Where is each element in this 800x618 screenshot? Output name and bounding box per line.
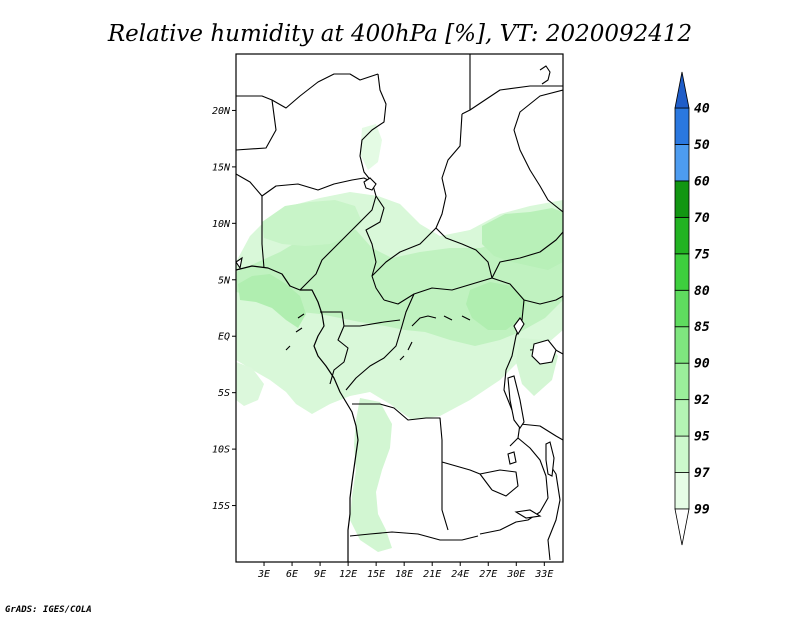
colorbar-label: 90 [694,357,710,372]
coastline-west-africa [236,265,359,562]
colorbar-swatch [674,107,690,145]
rivers [285,313,471,361]
lon-tick-label: 33E [534,569,553,580]
colorbar-label: 97 [694,466,710,481]
figure-title: Relative humidity at 400hPa [%], VT: 202… [107,21,692,47]
colorbar-swatch [674,253,690,291]
humidity-tongue-south [350,398,392,552]
humidity-patch-west [238,274,306,328]
border-mali-niger [236,99,277,151]
map-frame [235,53,564,563]
lake-albert [513,317,525,336]
lat-tick-label: EQ [218,332,230,343]
credit-label: GrADS: IGES/COLA [5,605,92,615]
colorbar-max-arrow [674,71,690,109]
colorbar-swatch [674,289,690,328]
colorbar-swatch [674,362,690,401]
lat-tick-label: 10S [212,445,230,456]
colorbar-label: 75 [694,247,710,262]
border-sudan-egypt [469,85,563,111]
colorbar-min-arrow [674,508,690,546]
lat-tick-label: 15S [212,501,230,512]
humidity-patch-sahara [360,124,382,170]
lat-tick-label: 20N [212,106,231,117]
border-benin-nigeria [261,196,265,269]
colorbar-label: 80 [694,284,710,299]
colorbar: 40 50 60 70 75 80 85 90 92 95 97 99 [674,71,710,546]
border-mozambique [547,461,561,561]
border-congo-drc [345,293,415,391]
border-nigeria-cameroon [299,181,377,291]
river-ubangi [285,313,305,351]
country-borders [236,54,563,562]
colorbar-label: 40 [694,102,710,117]
colorbar-label: 60 [694,174,710,189]
lake-chad [363,177,377,191]
river-congo [399,315,471,361]
latitude-axis: 20N 15N 10N 5N EQ 5S 10S 15S [212,106,236,512]
colorbar-label: 95 [694,430,710,445]
border-chad-sudan [435,113,493,279]
lon-tick-label: 21E [423,569,441,580]
map-panel: 20N 15N 10N 5N EQ 5S 10S 15S 3E 6E 9E 12E 15E 18E 21E… [212,53,564,580]
lake-malawi [545,441,555,477]
border-red-sea-coast [539,65,551,85]
lon-tick-label: 6E [286,569,298,580]
lon-tick-label: 15E [367,569,385,580]
border-drc-angola [352,403,493,491]
lon-tick-label: 24E [451,569,469,580]
lon-tick-label: 12E [339,569,357,580]
lon-tick-label: 9E [314,569,326,580]
border-angola-zambia [441,462,449,531]
longitude-axis: 3E 6E 9E 12E 15E 18E 21E 24E 27E 30E 33E [257,562,553,580]
lon-tick-label: 3E [257,569,270,580]
border-libya-chad [359,73,387,183]
border-algeria-niger [236,73,379,109]
lat-tick-label: 5S [218,388,230,399]
colorbar-swatch [674,399,690,437]
lakes [236,177,557,519]
humidity-patch-east [466,282,526,330]
colorbar-swatch [674,180,690,218]
border-cameroon-gabon [320,311,401,327]
lat-tick-label: 15N [212,162,231,173]
lat-tick-label: 5N [218,275,231,286]
colorbar-label: 99 [694,503,710,518]
colorbar-swatch [674,216,690,255]
colorbar-label: 92 [694,393,710,408]
colorbar-swatch [674,326,690,364]
colorbar-label: 50 [694,138,710,153]
border-angola-namibia [349,531,479,541]
colorbar-label: 85 [694,320,710,335]
lon-tick-label: 18E [395,569,413,580]
humidity-patch-northwest [262,200,362,246]
lake-mweru [507,451,517,465]
border-gabon-congo [329,325,349,385]
colorbar-swatch [674,144,690,182]
border-south-sudan [491,231,563,279]
border-niger-nigeria [236,173,373,197]
border-uganda-kenya [523,295,563,305]
lake-tanganyika [507,375,525,429]
border-car-south [383,277,525,305]
colorbar-label: 70 [694,211,710,226]
humidity-patch-northeast [482,208,563,270]
lon-tick-label: 30E [506,569,525,580]
lake-volta [236,256,243,270]
border-cameroon-chad [365,195,385,301]
lake-victoria [531,339,557,365]
humidity-patch-southwest [236,362,264,406]
border-drc-zambia [479,469,519,497]
lat-tick-label: 10N [212,219,231,230]
lon-tick-label: 27E [479,569,497,580]
colorbar-swatch [674,472,690,510]
colorbar-swatch [674,435,690,473]
border-ethiopia-sudan [513,89,563,213]
border-zambia-malawi [479,437,549,535]
lake-kariba [514,509,542,519]
border-car-north [371,227,437,277]
